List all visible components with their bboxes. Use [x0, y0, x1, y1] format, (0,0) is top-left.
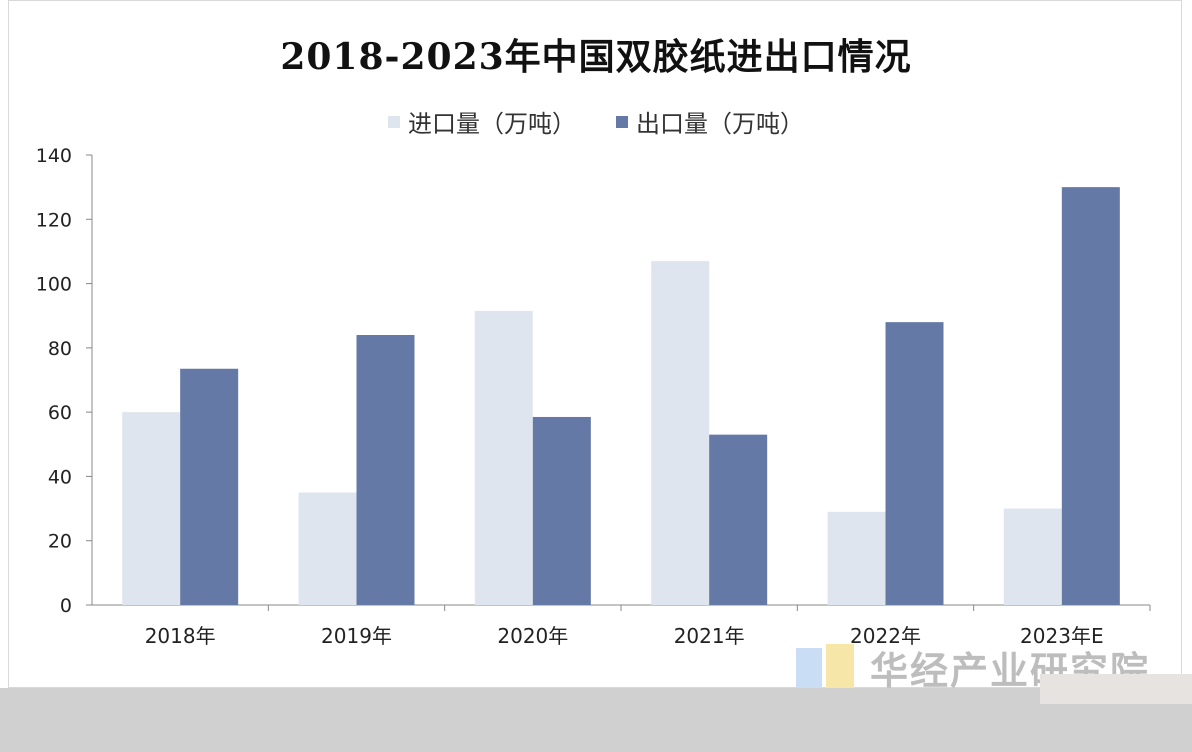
y-tick-label: 20	[48, 531, 72, 553]
y-tick-label: 60	[48, 402, 72, 424]
bar-import	[298, 492, 357, 605]
bar-export	[885, 322, 944, 605]
legend-swatch-import	[388, 115, 400, 128]
bar-export	[709, 434, 768, 605]
bar-export	[1061, 187, 1120, 605]
bottom-band	[0, 674, 1192, 752]
legend-label-import: 进口量（万吨）	[408, 110, 576, 138]
bar-plot: 0 20 40 60 80 100 120 140 2018年 2019年 2020年 2021年 20…	[36, 145, 1151, 648]
y-tick-label: 140	[36, 145, 72, 167]
x-tick-label: 2022年	[850, 624, 921, 648]
bar-import	[122, 412, 181, 605]
legend: 进口量（万吨） 出口量（万吨）	[0, 104, 1192, 139]
legend-swatch-export	[616, 115, 628, 128]
bar-import	[651, 261, 710, 605]
legend-label-export: 出口量（万吨）	[636, 110, 804, 138]
bar-import	[1003, 508, 1062, 605]
chart-title: 2018-2023年中国双胶纸进出口情况	[280, 36, 912, 78]
y-tick-label: 0	[60, 595, 72, 617]
legend-item-export: 出口量（万吨）	[616, 104, 804, 139]
y-tick-label: 100	[36, 274, 72, 296]
x-tick-label: 2023年E	[1020, 624, 1104, 648]
x-tick-label: 2019年	[321, 624, 392, 648]
bar-export	[532, 416, 591, 605]
legend-item-import: 进口量（万吨）	[388, 104, 576, 139]
bar-export	[356, 335, 415, 605]
x-tick-label: 2018年	[145, 624, 216, 648]
bar-import	[827, 511, 886, 605]
x-tick-label: 2020年	[497, 624, 568, 648]
bar-export	[180, 368, 239, 605]
bottom-band-patch	[1040, 674, 1192, 704]
y-tick-label: 40	[48, 466, 72, 488]
y-tick-label: 120	[36, 209, 72, 231]
x-tick-label: 2021年	[674, 624, 745, 648]
watermark-logo-icon	[796, 643, 856, 692]
bar-import	[474, 310, 533, 605]
y-tick-label: 80	[48, 338, 72, 360]
